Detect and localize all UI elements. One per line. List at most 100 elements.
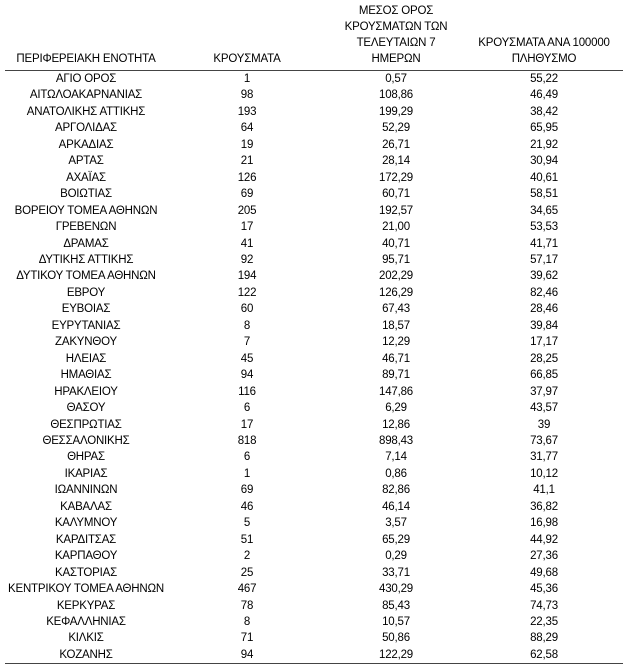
- cell-7day-average: 199,29: [379, 105, 413, 118]
- cell-cases: 21: [240, 155, 254, 168]
- table-row: ΚΑΣΤΟΡΙΑΣ 25 33,71 49,68: [5, 565, 623, 581]
- cell-cases-per-100000: 62,58: [465, 646, 623, 664]
- cell-cases: 116: [238, 385, 256, 398]
- table-row: ΑΧΑΪΑΣ 126 172,29 40,61: [5, 170, 623, 186]
- cell-7day-average: 67,43: [382, 303, 410, 316]
- table-row: ΕΥΒΟΙΑΣ 60 67,43 28,46: [5, 301, 623, 317]
- cell-7day-average: 46,14: [382, 500, 410, 513]
- table-row: ΚΙΛΚΙΣ 71 50,86 88,29: [5, 630, 623, 646]
- cell-cases-per-100000: 40,61: [530, 171, 558, 184]
- cell-regional-unit: ΑΓΙΟ ΟΡΟΣ: [55, 73, 117, 85]
- cell-regional-unit: ΒΟΙΩΤΙΑΣ: [60, 188, 112, 201]
- table-row: ΖΑΚΥΝΘΟΥ 7 12,29 17,17: [5, 334, 623, 350]
- table-row: ΗΛΕΙΑΣ 45 46,71 28,25: [5, 351, 623, 367]
- cell-cases: 467: [237, 583, 257, 596]
- cell-regional-unit: ΑΝΑΤΟΛΙΚΗΣ ΑΤΤΙΚΗΣ: [26, 105, 146, 118]
- cell-cases: 6: [243, 451, 251, 464]
- cell-regional-unit: ΑΙΤΩΛΟΑΚΑΡΝΑΝΙΑΣ: [29, 89, 143, 102]
- cell-regional-unit: ΚΙΛΚΙΣ: [68, 632, 104, 645]
- cell-cases: 818: [237, 434, 257, 447]
- cell-7day-average: 430,29: [379, 583, 413, 596]
- header-cases: ΚΡΟΥΣΜΑΤΑ: [167, 3, 327, 71]
- cell-cases: 126: [237, 171, 257, 184]
- table-row: ΚΑΡΠΑΘΟΥ 2 0,29 27,36: [5, 548, 623, 564]
- cell-cases-per-100000: 10,12: [530, 467, 558, 480]
- cell-cases: 122: [237, 286, 257, 299]
- cell-7day-average: 21,00: [382, 221, 410, 234]
- table-row: ΔΡΑΜΑΣ 41 40,71 41,71: [5, 236, 623, 252]
- header-7day-average: ΜΕΣΟΣ ΟΡΟΣ ΚΡΟΥΣΜΑΤΩΝ ΤΩΝ ΤΕΛΕΥΤΑΙΩΝ 7 Η…: [327, 3, 465, 71]
- cell-cases: 60: [240, 303, 254, 316]
- cell-cases: 19: [240, 138, 254, 151]
- cell-7day-average: 108,86: [379, 89, 413, 102]
- cell-cases-per-100000: 38,42: [530, 105, 558, 118]
- cell-7day-average: 0,29: [385, 550, 407, 563]
- cell-cases-per-100000: 16,98: [530, 517, 558, 530]
- table-row: ΚΑΛΥΜΝΟΥ 5 3,57 16,98: [5, 515, 623, 531]
- cell-regional-unit: ΕΥΡΥΤΑΝΙΑΣ: [51, 319, 121, 332]
- cell-cases: 94: [167, 646, 327, 664]
- cell-cases: 8: [243, 615, 251, 628]
- cell-cases-per-100000: 39,84: [530, 319, 558, 332]
- cell-cases: 51: [240, 533, 254, 546]
- table-row: ΚΕΝΤΡΙΚΟΥ ΤΟΜΕΑ ΑΘΗΝΩΝ 467 430,29 45,36: [5, 581, 623, 597]
- cell-cases: 69: [240, 188, 254, 201]
- cell-cases: 71: [240, 632, 254, 645]
- cell-cases-per-100000: 30,94: [530, 155, 558, 168]
- cell-cases-per-100000: 34,65: [530, 204, 558, 217]
- cell-7day-average: 0,57: [385, 73, 407, 85]
- cell-cases-per-100000: 58,51: [530, 188, 558, 201]
- cell-cases: 8: [243, 319, 251, 332]
- table-row: ΚΕΦΑΛΛΗΝΙΑΣ 8 10,57 22,35: [5, 614, 623, 630]
- cell-7day-average: 28,14: [382, 155, 410, 168]
- cell-cases-per-100000: 73,67: [530, 434, 558, 447]
- cell-7day-average: 65,29: [382, 533, 410, 546]
- cell-7day-average: 33,71: [382, 566, 410, 579]
- table-row: ΚΑΡΔΙΤΣΑΣ 51 65,29 44,92: [5, 532, 623, 548]
- table-row: ΙΩΑΝΝΙΝΩΝ 69 82,86 41,1: [5, 482, 623, 498]
- table-row: ΘΑΣΟΥ 6 6,29 43,57: [5, 400, 623, 416]
- cell-cases: 193: [237, 105, 257, 118]
- cell-cases: 94: [240, 369, 254, 382]
- cell-regional-unit: ΓΡΕΒΕΝΩΝ: [55, 221, 117, 234]
- cell-regional-unit: ΚΑΡΠΑΘΟΥ: [54, 550, 118, 563]
- header-cases-per-100000: ΚΡΟΥΣΜΑΤΑ ΑΝΑ 100000 ΠΛΗΘΥΣΜΟ: [465, 3, 623, 71]
- table-row: ΕΥΡΥΤΑΝΙΑΣ 8 18,57 39,84: [5, 318, 623, 334]
- table-row: ΔΥΤΙΚΗΣ ΑΤΤΙΚΗΣ 92 95,71 57,17: [5, 252, 623, 268]
- cell-cases: 92: [240, 253, 254, 266]
- cell-cases-per-100000: 44,92: [530, 533, 558, 546]
- cell-cases: 25: [240, 566, 254, 579]
- cell-regional-unit: ΖΑΚΥΝΘΟΥ: [55, 336, 117, 349]
- cell-7day-average: 0,86: [385, 467, 407, 480]
- cell-cases: 17: [240, 418, 254, 431]
- cell-cases-per-100000: 22,35: [530, 615, 558, 628]
- table-row: ΑΙΤΩΛΟΑΚΑΡΝΑΝΙΑΣ 98 108,86 46,49: [5, 87, 623, 103]
- cell-regional-unit: ΚΑΒΑΛΑΣ: [60, 500, 112, 513]
- cell-regional-unit: ΑΡΤΑΣ: [68, 155, 104, 168]
- table-row: ΙΚΑΡΙΑΣ 1 0,86 10,12: [5, 466, 623, 482]
- table-row: ΒΟΡΕΙΟΥ ΤΟΜΕΑ ΑΘΗΝΩΝ 205 192,57 34,65: [5, 203, 623, 219]
- cell-regional-unit: ΚΕΝΤΡΙΚΟΥ ΤΟΜΕΑ ΑΘΗΝΩΝ: [8, 583, 164, 596]
- cell-cases-per-100000: 27,36: [530, 550, 558, 563]
- cell-regional-unit: ΑΧΑΪΑΣ: [66, 171, 106, 184]
- cell-regional-unit: ΚΕΦΑΛΛΗΝΙΑΣ: [46, 615, 126, 628]
- cell-regional-unit: ΗΛΕΙΑΣ: [65, 352, 107, 365]
- cell-7day-average: 12,29: [382, 336, 410, 349]
- cell-regional-unit: ΔΥΤΙΚΗΣ ΑΤΤΙΚΗΣ: [38, 253, 134, 266]
- cell-regional-unit: ΔΡΑΜΑΣ: [63, 237, 109, 250]
- cases-table: ΠΕΡΙΦΕΡΕΙΑΚΗ ΕΝΟΤΗΤΑ ΚΡΟΥΣΜΑΤΑ ΜΕΣΟΣ ΟΡΟ…: [5, 3, 623, 664]
- cell-cases-per-100000: 55,22: [530, 73, 558, 85]
- cell-7day-average: 12,86: [382, 418, 410, 431]
- cell-cases-per-100000: 49,68: [530, 566, 558, 579]
- table-row: ΑΡΤΑΣ 21 28,14 30,94: [5, 153, 623, 169]
- cell-cases-per-100000: 39: [537, 418, 551, 431]
- cell-cases-per-100000: 37,97: [530, 385, 558, 398]
- cell-7day-average: 82,86: [382, 484, 410, 497]
- cell-7day-average: 126,29: [379, 286, 413, 299]
- cell-cases: 98: [240, 89, 254, 102]
- cell-cases-per-100000: 88,29: [530, 632, 558, 645]
- cell-7day-average: 10,57: [382, 615, 410, 628]
- cell-cases: 78: [240, 599, 254, 612]
- table-row: ΕΒΡΟΥ 122 126,29 82,46: [5, 285, 623, 301]
- table-row: ΚΑΒΑΛΑΣ 46 46,14 36,82: [5, 499, 623, 515]
